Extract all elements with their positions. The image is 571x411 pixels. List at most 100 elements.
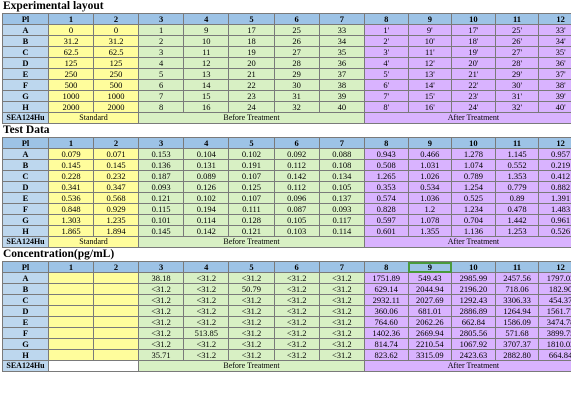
row-label[interactable]: C <box>2 170 49 182</box>
data-cell[interactable]: 2 <box>137 35 185 47</box>
row-label[interactable]: D <box>2 57 49 69</box>
data-cell[interactable]: 31' <box>494 90 540 102</box>
data-cell[interactable]: 0.131 <box>183 159 230 171</box>
data-cell[interactable]: 0.957 <box>538 148 571 160</box>
data-cell[interactable]: 0.341 <box>48 181 94 193</box>
data-cell[interactable]: 0.134 <box>318 170 365 182</box>
data-cell[interactable]: 12 <box>183 57 230 69</box>
data-cell[interactable]: 35' <box>538 46 571 58</box>
data-cell[interactable]: 37' <box>538 68 571 80</box>
data-cell[interactable] <box>93 294 139 306</box>
row-label[interactable]: C <box>2 46 49 58</box>
data-cell[interactable]: <31.2 <box>137 305 185 317</box>
header-cell[interactable]: 10 <box>451 261 496 273</box>
data-cell[interactable]: 2805.56 <box>451 327 496 339</box>
data-cell[interactable]: 0.848 <box>48 203 94 215</box>
data-cell[interactable]: 3' <box>363 46 409 58</box>
data-cell[interactable]: <31.2 <box>273 316 320 328</box>
data-cell[interactable]: <31.2 <box>318 283 365 295</box>
data-cell[interactable]: 0.961 <box>538 214 571 226</box>
data-cell[interactable]: 0.128 <box>228 214 275 226</box>
data-cell[interactable]: 0.142 <box>273 170 320 182</box>
data-cell[interactable]: 33 <box>318 24 365 36</box>
data-cell[interactable]: 718.06 <box>494 283 540 295</box>
data-cell[interactable]: 3 <box>137 46 185 58</box>
data-cell[interactable]: 13' <box>407 68 453 80</box>
data-cell[interactable]: 0.107 <box>228 192 275 204</box>
data-cell[interactable]: 0.534 <box>407 181 453 193</box>
data-cell[interactable]: 0.108 <box>318 159 365 171</box>
data-cell[interactable]: 0.943 <box>363 148 409 160</box>
data-cell[interactable]: 18' <box>451 35 496 47</box>
data-cell[interactable]: 39 <box>318 90 365 102</box>
header-cell[interactable]: 11 <box>494 261 540 273</box>
data-cell[interactable]: 1.145 <box>494 148 540 160</box>
data-cell[interactable]: <31.2 <box>183 272 230 284</box>
data-cell[interactable]: 1.265 <box>363 170 409 182</box>
data-cell[interactable]: 0.079 <box>48 148 94 160</box>
data-cell[interactable]: 3899.75 <box>538 327 571 339</box>
data-cell[interactable]: 22' <box>451 79 496 91</box>
data-cell[interactable]: 360.06 <box>363 305 409 317</box>
data-cell[interactable]: <31.2 <box>183 305 230 317</box>
data-cell[interactable]: 0.071 <box>93 148 139 160</box>
data-cell[interactable]: 0.112 <box>273 181 320 193</box>
header-cell[interactable]: Pl <box>2 261 49 273</box>
data-cell[interactable]: 4' <box>363 57 409 69</box>
data-cell[interactable]: 7' <box>363 90 409 102</box>
data-cell[interactable]: 0.789 <box>451 170 496 182</box>
data-cell[interactable]: 2062.26 <box>407 316 453 328</box>
data-cell[interactable]: 0.121 <box>137 192 185 204</box>
data-cell[interactable]: 36 <box>318 57 365 69</box>
data-cell[interactable]: 35.71 <box>137 349 185 361</box>
row-label[interactable]: A <box>2 24 49 36</box>
data-cell[interactable]: 0.104 <box>183 148 230 160</box>
data-cell[interactable]: 1797.03 <box>538 272 571 284</box>
header-cell[interactable]: 8 <box>363 13 409 25</box>
header-cell[interactable]: 9 <box>407 13 453 25</box>
data-cell[interactable]: 32' <box>494 101 540 113</box>
group-label-before[interactable]: Before Treatment <box>138 236 365 248</box>
data-cell[interactable] <box>93 316 139 328</box>
data-cell[interactable] <box>93 349 139 361</box>
data-cell[interactable]: 1.2 <box>407 203 453 215</box>
data-cell[interactable]: 1.355 <box>407 225 453 237</box>
data-cell[interactable] <box>93 283 139 295</box>
header-cell[interactable]: 11 <box>494 137 540 149</box>
header-cell[interactable]: 7 <box>318 13 365 25</box>
data-cell[interactable]: 500 <box>48 79 94 91</box>
data-cell[interactable]: 2457.56 <box>494 272 540 284</box>
data-cell[interactable]: 1' <box>363 24 409 36</box>
header-cell[interactable]: 2 <box>93 137 139 149</box>
data-cell[interactable] <box>48 338 94 350</box>
row-label[interactable]: H <box>2 349 49 361</box>
data-cell[interactable]: 1.026 <box>407 170 453 182</box>
data-cell[interactable]: 1264.94 <box>494 305 540 317</box>
group-label-standard[interactable] <box>48 360 139 372</box>
data-cell[interactable]: 0.828 <box>363 203 409 215</box>
data-cell[interactable]: 2669.94 <box>407 327 453 339</box>
data-cell[interactable]: 2932.11 <box>363 294 409 306</box>
data-cell[interactable]: 1.031 <box>407 159 453 171</box>
data-cell[interactable] <box>93 305 139 317</box>
data-cell[interactable]: 0.568 <box>93 192 139 204</box>
header-cell-selected[interactable]: 9 <box>407 261 453 273</box>
data-cell[interactable]: <31.2 <box>228 272 275 284</box>
data-cell[interactable] <box>48 327 94 339</box>
data-cell[interactable]: <31.2 <box>228 305 275 317</box>
data-cell[interactable]: 0.194 <box>183 203 230 215</box>
header-cell[interactable]: 4 <box>183 13 230 25</box>
data-cell[interactable]: 1.303 <box>48 214 94 226</box>
header-cell[interactable]: 3 <box>137 137 185 149</box>
data-cell[interactable]: 0.601 <box>363 225 409 237</box>
header-cell[interactable]: 5 <box>228 13 275 25</box>
header-cell[interactable]: 5 <box>228 137 275 149</box>
data-cell[interactable]: 0.103 <box>273 225 320 237</box>
data-cell[interactable]: <31.2 <box>273 349 320 361</box>
data-cell[interactable]: 1.254 <box>451 181 496 193</box>
data-cell[interactable]: 2000 <box>93 101 139 113</box>
data-cell[interactable]: 16' <box>407 101 453 113</box>
data-cell[interactable] <box>93 338 139 350</box>
data-cell[interactable]: 0.121 <box>228 225 275 237</box>
data-cell[interactable]: <31.2 <box>228 294 275 306</box>
